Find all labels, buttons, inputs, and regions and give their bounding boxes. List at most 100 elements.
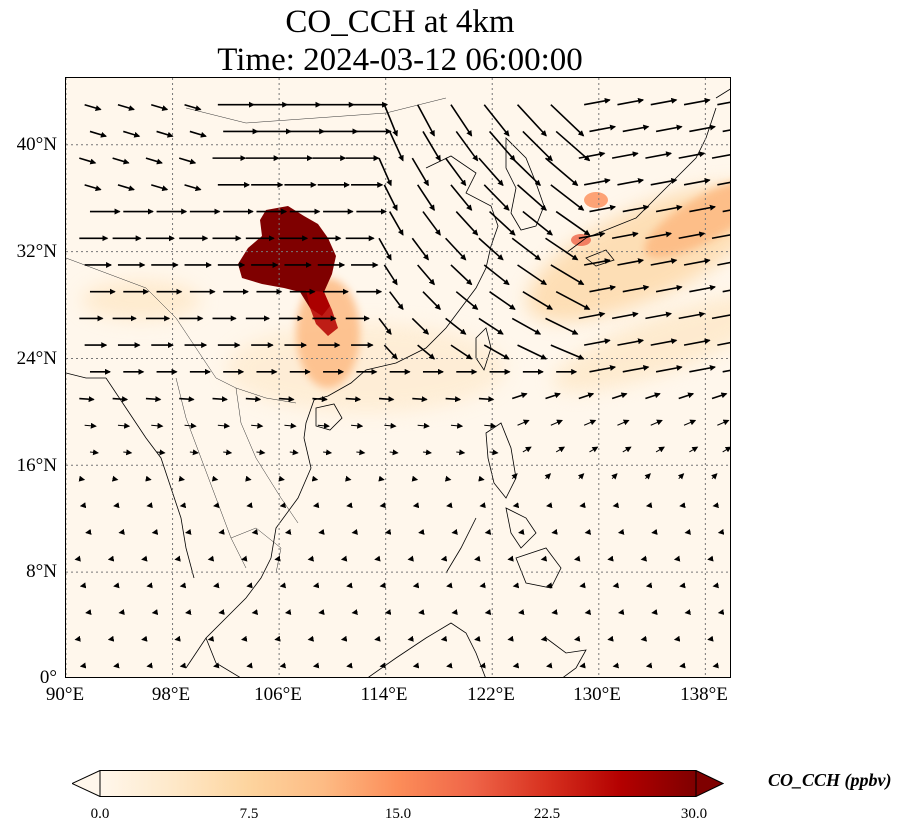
lon-label-130E: 130°E xyxy=(573,684,621,705)
wind-arrow xyxy=(717,341,730,346)
wind-arrow xyxy=(417,422,430,429)
map-subtitle-time: Time: 2024-03-12 06:00:00 xyxy=(217,42,583,78)
wind-arrow xyxy=(274,635,281,642)
wind-arrow xyxy=(184,103,202,111)
wind-arrow xyxy=(712,502,719,509)
wind-arrow xyxy=(484,609,492,615)
concentration-field xyxy=(81,178,730,413)
wind-arrow xyxy=(141,635,148,642)
hokkaido xyxy=(715,88,730,99)
wind-arrow xyxy=(578,311,606,320)
wind-arrow xyxy=(707,635,714,642)
wind-arrow xyxy=(579,582,586,589)
wind-arrow xyxy=(79,502,87,509)
wind-arrow xyxy=(645,502,653,509)
wind-arrow xyxy=(113,502,120,509)
wind-arrow xyxy=(722,209,730,213)
wind-arrow xyxy=(612,662,620,669)
wind-arrow xyxy=(555,210,591,236)
wind-arrow xyxy=(407,555,414,562)
wind-arrow xyxy=(578,231,606,240)
wind-arrow xyxy=(578,151,606,159)
wind-arrow xyxy=(673,555,681,562)
wind-arrow xyxy=(218,609,225,615)
wind-arrow xyxy=(146,582,153,589)
wind-arrow xyxy=(518,609,525,615)
wind-arrow xyxy=(444,475,452,482)
myanmar-coastline xyxy=(105,377,195,579)
wind-arrow xyxy=(644,473,651,480)
wind-arrow xyxy=(455,291,479,310)
wind-arrow xyxy=(451,528,458,535)
wind-arrow xyxy=(156,449,166,456)
china-coastline xyxy=(303,155,499,439)
wind-arrow xyxy=(74,555,81,562)
colorbar-tick-7-5: 7.5 xyxy=(239,806,259,822)
wind-arrow xyxy=(689,284,716,293)
wind-arrow xyxy=(678,151,706,159)
wind-arrow xyxy=(617,609,625,615)
wind-arrow xyxy=(213,582,220,589)
lat-label-40N: 40°N xyxy=(16,134,57,155)
wind-arrow xyxy=(711,234,730,240)
wind-arrow xyxy=(517,184,547,211)
wind-arrow xyxy=(645,311,673,320)
wind-arrow xyxy=(79,157,97,165)
wind-arrow xyxy=(678,231,706,240)
wind-arrow xyxy=(84,184,102,192)
wind-arrow xyxy=(416,184,435,211)
wind-arrow xyxy=(711,153,730,159)
wind-arrow xyxy=(118,609,125,615)
wind-arrow xyxy=(123,449,133,456)
mongolia-border xyxy=(185,97,447,124)
wind-arrow xyxy=(717,609,725,615)
laos-vietnam-border xyxy=(235,387,299,524)
wind-arrow xyxy=(478,317,504,335)
wind-arrow xyxy=(522,291,554,310)
wind-arrow xyxy=(145,396,162,403)
wind-arrow xyxy=(318,528,325,535)
wind-arrow xyxy=(550,264,585,286)
wind-arrow xyxy=(79,396,95,403)
wind-arrow xyxy=(411,157,430,187)
colorbar-tick-15: 15.0 xyxy=(384,806,412,822)
wind-arrow xyxy=(650,178,678,186)
wind-arrow xyxy=(645,662,653,669)
wind-arrow xyxy=(579,662,586,669)
wind-arrow xyxy=(245,396,262,403)
wind-arrow xyxy=(655,124,683,133)
wind-arrow xyxy=(683,258,711,266)
lon-label-90E: 90°E xyxy=(45,684,85,705)
wind-arrow xyxy=(112,157,130,165)
wind-arrow xyxy=(446,582,453,589)
wind-arrow xyxy=(422,449,432,456)
wind-arrow xyxy=(617,419,630,426)
wind-arrow xyxy=(707,555,714,562)
wind-arrow xyxy=(511,157,541,187)
wind-arrow xyxy=(507,635,514,642)
wind-arrow xyxy=(650,258,678,266)
wind-arrow xyxy=(317,422,330,429)
wind-arrow xyxy=(279,662,287,669)
wind-arrow xyxy=(650,419,663,426)
wind-arrow xyxy=(179,582,187,589)
lon-label-122E: 122°E xyxy=(467,684,515,705)
wind-arrow xyxy=(411,475,419,482)
lon-label-138E: 138°E xyxy=(680,684,728,705)
wind-arrow xyxy=(577,473,585,480)
wind-arrow xyxy=(516,104,547,137)
wind-arrow xyxy=(389,449,399,456)
sulawesi-north xyxy=(545,637,587,677)
wind-arrow xyxy=(378,237,392,261)
wind-arrow xyxy=(622,204,650,213)
wind-arrow xyxy=(240,555,248,562)
wind-arrow xyxy=(479,662,486,669)
wind-arrow xyxy=(411,237,429,261)
wind-arrow xyxy=(717,419,730,426)
wind-arrow xyxy=(412,502,420,509)
wind-arrow xyxy=(722,129,730,133)
wind-arrow xyxy=(573,555,581,562)
wind-arrow xyxy=(179,502,187,509)
wind-arrow xyxy=(555,446,566,453)
wind-arrow xyxy=(450,344,473,360)
